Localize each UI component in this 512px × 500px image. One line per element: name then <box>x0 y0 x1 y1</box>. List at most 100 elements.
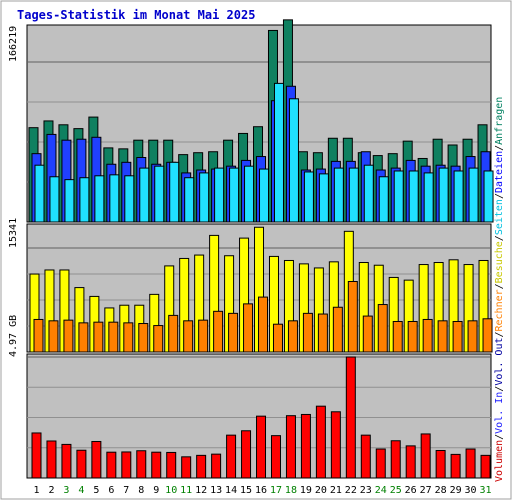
x-tick-label: 30 <box>465 485 477 496</box>
bar-volumen-day-30 <box>465 448 476 479</box>
bar-volumen-day-18 <box>285 415 296 479</box>
bar-rechner-day-24 <box>377 304 388 353</box>
x-tick-label: 1 <box>33 485 39 496</box>
panel-middle: 15341 <box>8 218 493 353</box>
panel-top: 166219 <box>8 19 494 223</box>
bar-volumen-day-16 <box>256 415 267 479</box>
x-tick-label: 17 <box>270 485 282 496</box>
bar-rechner-day-17 <box>272 323 283 353</box>
x-tick-label: 20 <box>315 485 327 496</box>
bar-seiten-day-13 <box>214 167 225 223</box>
bar-rechner-day-8 <box>138 323 149 353</box>
x-tick-label: 18 <box>285 485 297 496</box>
bar-seiten-day-9 <box>154 165 165 223</box>
y-axis-max-label: 4.97 GB <box>8 315 19 357</box>
x-tick-label: 3 <box>63 485 69 496</box>
bar-rechner-day-26 <box>407 320 418 353</box>
bar-seiten-day-1 <box>34 164 45 223</box>
bar-rechner-day-28 <box>437 320 448 353</box>
x-tick-label: 5 <box>93 485 99 496</box>
bar-seiten-day-22 <box>348 167 359 223</box>
bar-volumen-day-7 <box>121 451 132 479</box>
legend-separator: / <box>494 331 505 337</box>
y-axis-max-label: 166219 <box>8 26 19 62</box>
legend-separator: / <box>494 145 505 151</box>
bar-rechner-day-7 <box>123 322 134 353</box>
legend-entry-seiten: Seiten <box>494 199 505 235</box>
bar-volumen-day-13 <box>211 453 222 479</box>
x-axis-labels: 1 2 3 4 5 6 7 8 9 10 11 12 13 14 15 16 17 18 19 20 21 22 23 24 2… <box>33 485 491 496</box>
legend-entry-volumen: Volumen <box>494 440 505 482</box>
bar-seiten-day-4 <box>79 177 90 223</box>
legend-separator: / <box>494 283 505 289</box>
x-tick-label: 31 <box>480 485 492 496</box>
bar-volumen-day-4 <box>76 449 87 479</box>
bar-volumen-day-17 <box>270 435 281 479</box>
legend-separator: / <box>494 193 505 199</box>
bar-seiten-day-25 <box>393 170 404 223</box>
bar-seiten-day-29 <box>453 170 464 223</box>
x-tick-label: 13 <box>210 485 222 496</box>
bar-rechner-day-1 <box>33 318 44 353</box>
bar-volumen-day-28 <box>435 449 446 479</box>
legend-entry-rechner: Rechner <box>494 289 505 331</box>
x-tick-label: 19 <box>300 485 312 496</box>
bar-seiten-day-14 <box>229 167 240 223</box>
bar-rechner-day-21 <box>332 306 343 353</box>
bar-seiten-day-6 <box>109 174 120 223</box>
bar-rechner-day-22 <box>347 280 358 353</box>
bar-rechner-day-12 <box>198 319 209 353</box>
bar-rechner-day-31 <box>482 318 493 353</box>
bar-seiten-day-2 <box>49 176 60 223</box>
legend-entry-anfragen: Anfragen <box>494 97 505 145</box>
bar-rechner-day-20 <box>317 313 328 353</box>
bar-rechner-day-4 <box>78 322 89 353</box>
bar-volumen-day-6 <box>106 451 117 479</box>
bar-seiten-day-3 <box>64 179 75 223</box>
legend-separator: / <box>494 386 505 392</box>
legend-entry-besuche: Besuche <box>494 241 505 283</box>
bar-rechner-day-15 <box>243 303 254 353</box>
bar-rechner-day-5 <box>93 321 104 353</box>
bar-seiten-day-10 <box>169 161 180 223</box>
bar-seiten-day-31 <box>483 170 494 223</box>
bar-volumen-day-20 <box>315 405 326 479</box>
x-tick-label: 21 <box>330 485 342 496</box>
bar-volumen-day-26 <box>405 445 416 479</box>
bar-seiten-day-26 <box>408 170 419 223</box>
x-tick-label: 10 <box>165 485 177 496</box>
x-tick-label: 2 <box>48 485 54 496</box>
legend-entry-vol-out: Vol. Out <box>494 338 505 386</box>
bar-rechner-day-29 <box>452 320 463 353</box>
bar-seiten-day-30 <box>468 167 479 223</box>
x-tick-label: 15 <box>240 485 252 496</box>
bar-rechner-day-30 <box>467 320 478 353</box>
bar-rechner-day-16 <box>258 296 269 353</box>
x-tick-label: 4 <box>78 485 84 496</box>
bar-rechner-day-2 <box>48 320 59 353</box>
bar-volumen-day-23 <box>360 434 371 479</box>
x-tick-label: 11 <box>180 485 192 496</box>
bar-seiten-day-23 <box>363 164 374 223</box>
legend-entry-dateien: Dateien <box>494 151 505 193</box>
bar-volumen-day-29 <box>450 453 461 479</box>
bar-seiten-day-18 <box>288 98 299 223</box>
bar-volumen-day-9 <box>151 451 162 479</box>
bar-seiten-day-15 <box>244 165 255 223</box>
x-tick-label: 27 <box>420 485 432 496</box>
x-tick-label: 12 <box>195 485 207 496</box>
x-tick-label: 26 <box>405 485 417 496</box>
bar-volumen-day-15 <box>241 430 252 479</box>
bar-volumen-day-1 <box>31 432 42 479</box>
bar-seiten-day-19 <box>303 171 314 223</box>
x-tick-label: 16 <box>255 485 267 496</box>
x-tick-label: 29 <box>450 485 462 496</box>
bar-volumen-day-27 <box>420 433 431 479</box>
chart-panels: 166219 15341 4.97 GB <box>8 19 494 479</box>
bar-volumen-day-11 <box>181 456 192 479</box>
x-tick-label: 8 <box>138 485 144 496</box>
bar-rechner-day-14 <box>228 312 239 353</box>
bar-rechner-day-25 <box>392 320 403 353</box>
x-tick-label: 22 <box>345 485 357 496</box>
